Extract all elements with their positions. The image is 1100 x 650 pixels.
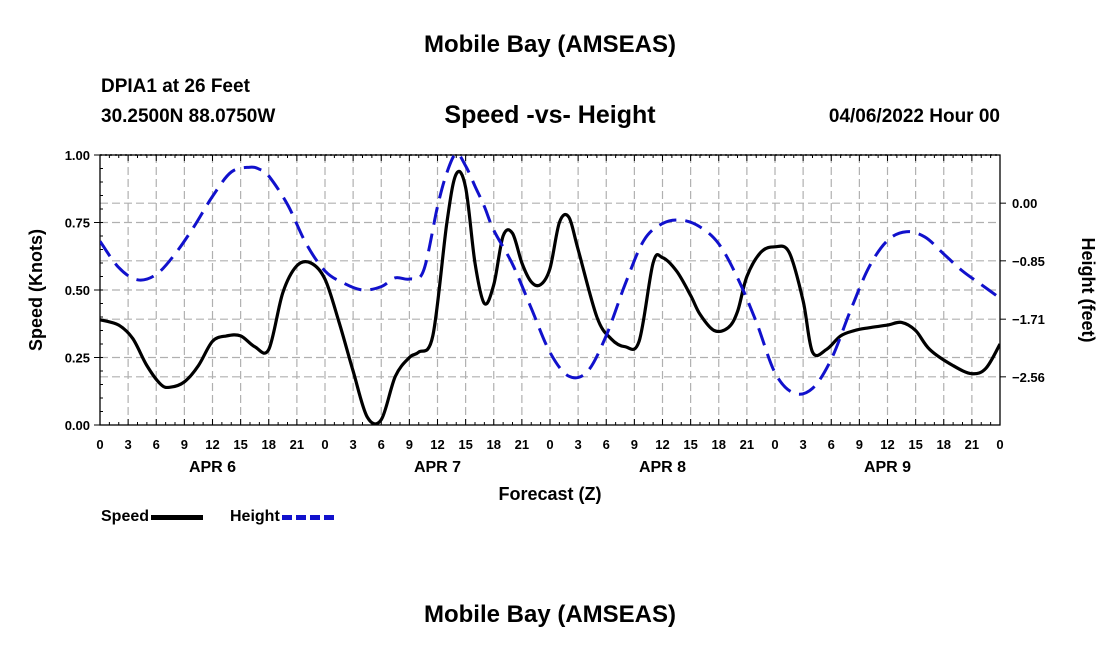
x-tick-label: 6: [153, 437, 160, 452]
legend-speed: Speed: [101, 508, 204, 526]
y-right-tick-label: 0.00: [1012, 196, 1037, 211]
chart-title: Mobile Bay (AMSEAS): [423, 31, 677, 58]
x-tick-label: 12: [655, 437, 669, 452]
y-left-tick-label: 1.00: [65, 148, 90, 163]
x-tick-label: 0: [996, 437, 1003, 452]
x-tick-label: 15: [233, 437, 247, 452]
coordinates-label: 30.2500N 88.0750W: [101, 106, 276, 127]
legend-speed-label: Speed: [101, 508, 150, 525]
x-tick-label: 0: [546, 437, 553, 452]
x-day-label: APR 9: [864, 459, 911, 476]
y-right-tick-label: −2.56: [1012, 370, 1045, 385]
legend-height-swatch: [281, 514, 334, 520]
x-tick-label: 0: [96, 437, 103, 452]
grid: [100, 155, 1000, 425]
x-axis-title: Forecast (Z): [498, 484, 601, 504]
y-right-tick-label: −1.71: [1012, 312, 1045, 327]
x-tick-label: 0: [321, 437, 328, 452]
x-tick-label: 6: [603, 437, 610, 452]
x-tick-label: 15: [908, 437, 922, 452]
x-tick-label: 9: [631, 437, 638, 452]
x-tick-label: 15: [458, 437, 472, 452]
x-tick-label: 6: [378, 437, 385, 452]
x-tick-label: 6: [828, 437, 835, 452]
x-day-label: APR 7: [414, 459, 461, 476]
x-tick-label: 3: [575, 437, 582, 452]
x-tick-label: 12: [880, 437, 894, 452]
y-axis-left-title: Speed (Knots): [26, 229, 46, 351]
x-tick-label: 18: [937, 437, 951, 452]
x-tick-label: 12: [205, 437, 219, 452]
forecast-datetime: 04/06/2022 Hour 00: [828, 106, 1000, 127]
y-left-tick-label: 0.00: [65, 418, 90, 433]
legend-height-label: Height: [230, 508, 280, 525]
x-tick-label: 3: [350, 437, 357, 452]
x-tick-label: 9: [181, 437, 188, 452]
x-tick-label: 18: [712, 437, 726, 452]
y-left-tick-label: 0.75: [65, 216, 90, 231]
x-tick-label: 18: [487, 437, 501, 452]
x-tick-label: 12: [430, 437, 444, 452]
x-tick-label: 21: [515, 437, 529, 452]
x-tick-label: 15: [683, 437, 697, 452]
x-day-label: APR 8: [639, 459, 686, 476]
chart-subtitle: Speed -vs- Height: [444, 101, 656, 129]
x-tick-label: 3: [125, 437, 132, 452]
station-label: DPIA1 at 26 Feet: [101, 76, 250, 97]
x-tick-label: 0: [771, 437, 778, 452]
x-tick-label: 21: [740, 437, 754, 452]
x-tick-label: 9: [856, 437, 863, 452]
x-tick-label: 9: [406, 437, 413, 452]
axes: 0 3 6 9 12 15 18 21 0 3 6 9 12 15 18 21 0 3 6 9 12 15 18 21 0 3 6 9…: [65, 148, 1045, 476]
x-tick-label: 21: [965, 437, 979, 452]
x-day-label: APR 6: [189, 459, 236, 476]
x-tick-label: 3: [800, 437, 807, 452]
x-tick-label: 21: [290, 437, 304, 452]
y-left-tick-label: 0.25: [65, 351, 90, 366]
series: [100, 153, 1000, 426]
chart-title-repeat: Mobile Bay (AMSEAS): [423, 601, 677, 628]
x-tick-label: 18: [262, 437, 276, 452]
series-line-speed: [100, 169, 1000, 426]
legend-speed-swatch: [151, 514, 204, 520]
legend-height: Height: [230, 508, 334, 526]
y-left-tick-label: 0.50: [65, 283, 90, 298]
y-right-tick-label: −0.85: [1012, 254, 1045, 269]
series-line-height: [100, 153, 1000, 396]
y-axis-right-title: Height (feet): [1078, 238, 1098, 343]
